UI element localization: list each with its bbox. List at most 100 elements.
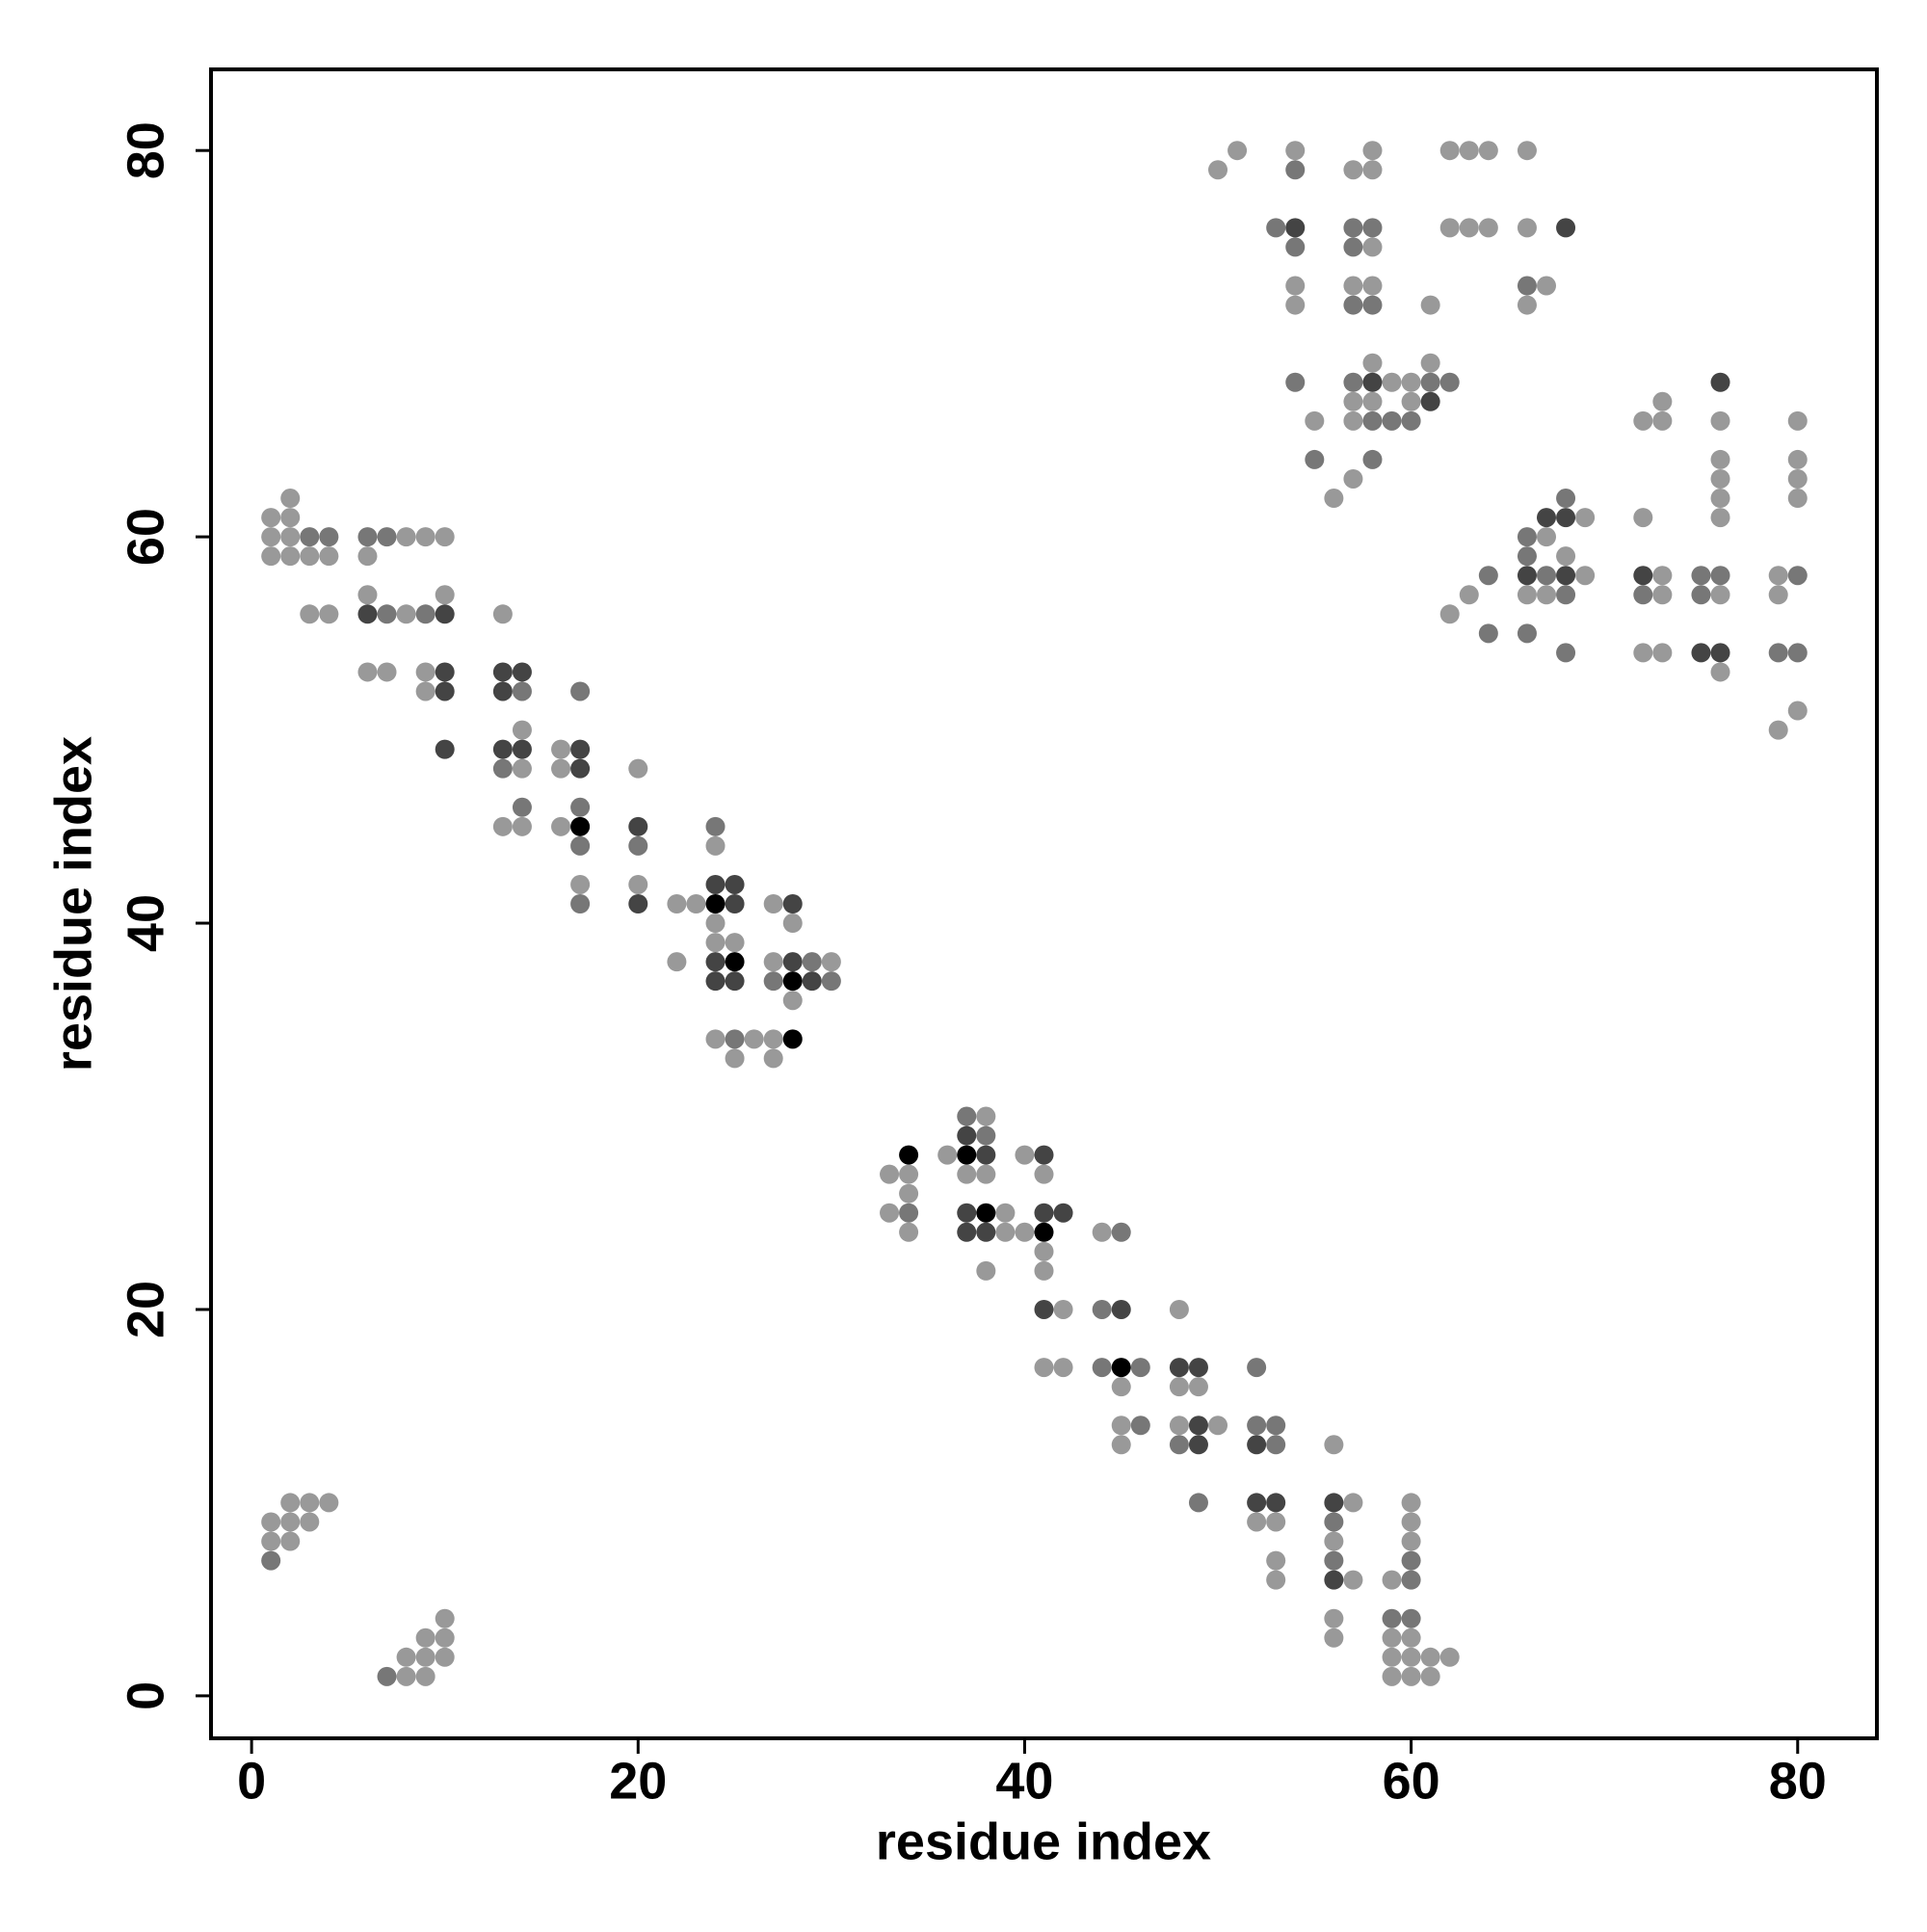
- point: [1401, 1493, 1421, 1513]
- point: [1053, 1358, 1073, 1378]
- point: [435, 585, 455, 605]
- point: [628, 758, 648, 779]
- point: [1517, 623, 1537, 644]
- point: [1401, 1570, 1421, 1590]
- point: [1343, 1493, 1363, 1513]
- point: [1439, 1647, 1460, 1667]
- x-tick-label: 0: [237, 1752, 266, 1810]
- point: [1362, 218, 1383, 238]
- x-tick-label: 80: [1769, 1752, 1827, 1810]
- point: [1787, 410, 1808, 431]
- point: [957, 1106, 977, 1126]
- point: [1556, 489, 1576, 509]
- point: [1478, 218, 1498, 238]
- point: [1382, 1608, 1402, 1628]
- point: [1053, 1299, 1073, 1319]
- point: [1787, 566, 1808, 586]
- point: [319, 604, 339, 624]
- point: [1266, 1550, 1286, 1571]
- point: [1208, 160, 1228, 180]
- point: [1787, 489, 1808, 509]
- point: [957, 1222, 977, 1242]
- point: [1633, 643, 1653, 663]
- point: [261, 1550, 281, 1571]
- point: [1420, 295, 1440, 315]
- point: [1285, 276, 1306, 296]
- point: [1439, 372, 1460, 392]
- point: [782, 913, 803, 934]
- point: [782, 991, 803, 1011]
- point: [492, 662, 513, 682]
- point: [1517, 546, 1537, 567]
- point: [1768, 643, 1788, 663]
- point: [1343, 391, 1363, 411]
- point: [705, 971, 726, 992]
- point: [1420, 391, 1440, 411]
- point: [261, 546, 281, 567]
- point: [1652, 585, 1673, 605]
- point: [512, 681, 532, 701]
- point: [415, 604, 436, 624]
- point: [261, 1531, 281, 1551]
- point: [1710, 468, 1730, 489]
- point: [1305, 449, 1325, 469]
- point: [763, 1029, 783, 1049]
- point: [1382, 1628, 1402, 1648]
- point: [667, 952, 687, 972]
- point: [1343, 295, 1363, 315]
- point: [1459, 218, 1479, 238]
- point: [782, 894, 803, 913]
- point: [1015, 1145, 1035, 1165]
- y-tick-label: 60: [117, 508, 174, 566]
- plot-frame: [209, 67, 1879, 1740]
- point: [763, 952, 783, 972]
- point: [1787, 643, 1808, 663]
- point: [763, 971, 783, 992]
- point: [1517, 141, 1537, 161]
- point: [1401, 1531, 1421, 1551]
- point: [628, 874, 648, 894]
- point: [1343, 276, 1363, 296]
- point: [570, 797, 591, 817]
- point: [1285, 237, 1306, 257]
- point: [1382, 1647, 1402, 1667]
- point: [1247, 1512, 1267, 1532]
- point: [1169, 1358, 1189, 1378]
- point: [261, 508, 281, 528]
- point: [1266, 218, 1286, 238]
- point: [512, 758, 532, 779]
- point: [705, 933, 726, 953]
- point: [1401, 372, 1421, 392]
- point: [899, 1203, 919, 1223]
- point: [1324, 1608, 1344, 1628]
- point: [1382, 372, 1402, 392]
- point: [280, 1531, 301, 1551]
- point: [377, 604, 397, 624]
- x-tick-label: 40: [995, 1752, 1053, 1810]
- point: [1768, 720, 1788, 740]
- point: [1710, 662, 1730, 682]
- point: [1053, 1203, 1073, 1223]
- point: [725, 971, 745, 992]
- point: [300, 527, 320, 547]
- point: [319, 546, 339, 567]
- point: [551, 816, 571, 836]
- point: [1710, 489, 1730, 509]
- point: [1343, 410, 1363, 431]
- point: [1343, 1570, 1363, 1590]
- point: [1285, 295, 1306, 315]
- point: [705, 1029, 726, 1049]
- point: [1633, 566, 1653, 586]
- point: [300, 1493, 320, 1513]
- point: [1710, 372, 1730, 392]
- point: [1324, 489, 1344, 509]
- point: [1092, 1222, 1112, 1242]
- point: [1247, 1358, 1267, 1378]
- point: [512, 662, 532, 682]
- point: [280, 489, 301, 509]
- point: [1710, 410, 1730, 431]
- point: [1401, 1512, 1421, 1532]
- point: [1130, 1416, 1150, 1436]
- point: [435, 739, 455, 759]
- point: [976, 1106, 996, 1126]
